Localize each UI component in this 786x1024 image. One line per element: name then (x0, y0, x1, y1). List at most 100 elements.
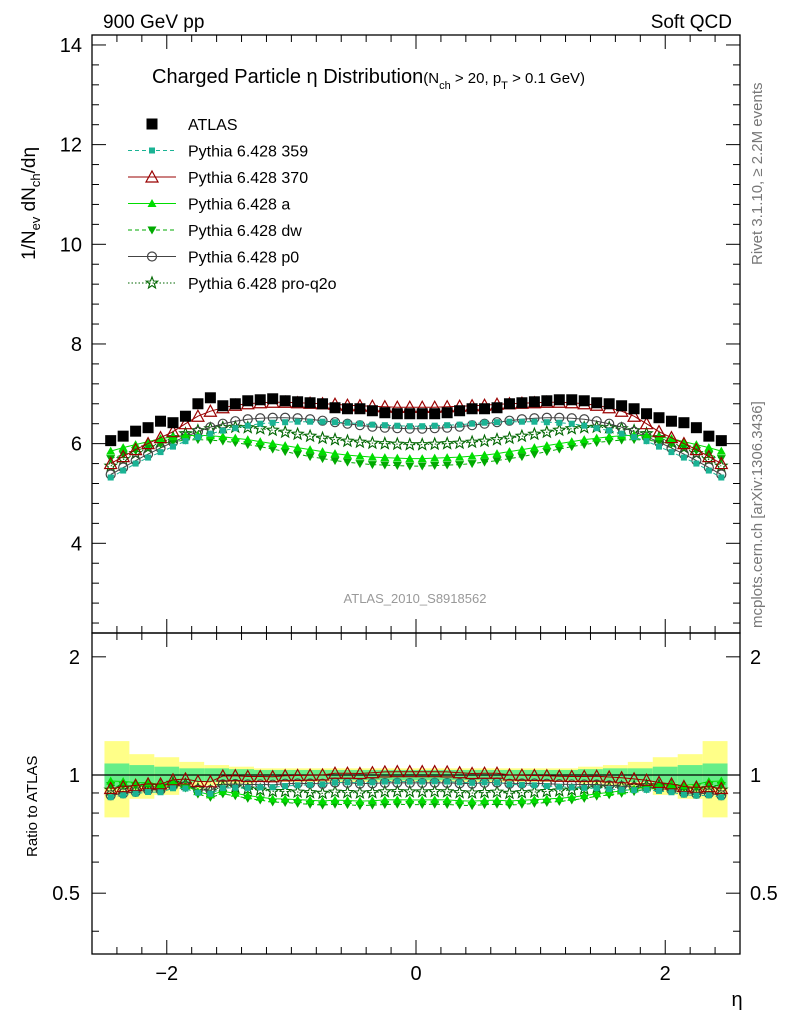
ratio-point-p359 (307, 781, 314, 788)
point-p370 (190, 408, 205, 422)
point-atlas (130, 425, 142, 437)
ratio-point-p370 (614, 770, 629, 784)
ratio-point-pq2o (489, 784, 505, 799)
plot-title-cond: (N (423, 70, 439, 87)
point-pq2o (564, 421, 579, 435)
ratio-point-pq2o (402, 784, 417, 798)
point-atlas (292, 396, 304, 408)
ratio-point-pa (480, 795, 490, 804)
ratio-point-pq2o (527, 784, 542, 799)
ratio-point-p359 (668, 789, 675, 796)
point-pdw (691, 447, 701, 456)
point-pq2o (539, 424, 555, 439)
point-atlas (641, 408, 653, 420)
ratio-point-pa (405, 795, 415, 804)
point-pa (604, 432, 614, 441)
ratio-point-p370 (639, 773, 654, 786)
ratio-point-p370 (153, 776, 168, 790)
point-pdw (118, 451, 128, 460)
ratio-point-p359 (481, 779, 488, 786)
point-pdw (293, 450, 303, 459)
ratio-point-pq2o (464, 785, 480, 800)
series-line-pp0 (110, 417, 722, 475)
point-pq2o (552, 422, 567, 437)
ratio-point-p370 (664, 776, 679, 790)
point-pa (579, 435, 589, 444)
point-p359 (182, 438, 189, 445)
ratio-point-p359 (269, 784, 276, 791)
ratio-point-p370 (128, 778, 143, 792)
point-p359 (668, 449, 675, 456)
ratio-point-p359 (456, 779, 463, 786)
point-p370 (701, 449, 716, 463)
ratio-point-pq2o (377, 784, 393, 798)
point-p370 (689, 442, 704, 456)
side-text-mcplots: mcplots.cern.ch [arXiv:1306.3436] (749, 401, 766, 628)
point-p359 (581, 422, 588, 429)
point-pdw (131, 447, 141, 456)
ratio-point-pa (529, 795, 539, 804)
ratio-point-p370 (552, 768, 567, 782)
ratio-point-pp0 (429, 777, 440, 788)
ratio-point-p359 (531, 782, 538, 789)
point-pa (679, 437, 689, 446)
point-p359 (369, 421, 376, 428)
ratio-point-pq2o (415, 784, 430, 798)
ratio-point-p370 (390, 764, 405, 778)
main-plot-layer: 4 6 8 10 12 14 (60, 35, 741, 633)
ratio-point-pq2o (477, 784, 492, 799)
point-atlas (703, 430, 715, 442)
point-atlas (366, 405, 378, 417)
ratio-point-pp0 (392, 777, 403, 788)
point-atlas (379, 407, 391, 419)
point-pdw (704, 451, 714, 460)
point-p359 (294, 418, 301, 425)
point-pa (405, 454, 415, 463)
ratio-point-p359 (132, 790, 139, 797)
ratio-point-p359 (693, 792, 700, 799)
point-p359 (444, 422, 451, 429)
ratio-point-p359 (581, 784, 588, 791)
ratio-point-p359 (319, 781, 326, 788)
point-pa (180, 431, 190, 440)
ratio-point-pq2o (390, 783, 405, 798)
ratio-point-p359 (680, 791, 687, 798)
point-atlas (391, 408, 403, 420)
ratio-point-p370 (253, 769, 268, 783)
ratio-point-p370 (577, 769, 592, 783)
ratio-point-pa (579, 791, 589, 800)
point-p359 (232, 425, 239, 432)
point-atlas (441, 407, 453, 419)
point-atlas (591, 397, 603, 409)
ratio-line-pp0 (110, 781, 722, 796)
ratio-point-p359 (356, 779, 363, 786)
point-pa (305, 445, 315, 454)
point-pq2o (439, 435, 455, 450)
point-atlas (242, 395, 254, 407)
header-right: Soft QCD (651, 12, 732, 33)
ratio-point-pq2o (502, 785, 517, 800)
ratio-point-p359 (606, 786, 613, 793)
point-atlas (204, 392, 216, 404)
point-p359 (170, 443, 176, 450)
point-pq2o (352, 434, 368, 449)
point-pdw (455, 461, 465, 470)
ratio-point-pp0 (379, 777, 390, 789)
point-atlas (341, 403, 353, 415)
ratio-point-pa (430, 795, 440, 804)
y-tick-label: 8 (71, 334, 82, 356)
point-pa (504, 447, 514, 456)
point-pq2o (390, 436, 405, 451)
point-atlas (117, 430, 129, 442)
ratio-point-pq2o (352, 785, 368, 800)
legend-marker-p359 (149, 147, 155, 154)
point-pdw (492, 457, 502, 466)
point-p359 (693, 460, 700, 467)
ratio-point-p370 (651, 775, 667, 789)
ratio-point-p359 (593, 785, 600, 792)
plot-title-sub1: ch (439, 80, 451, 92)
point-pq2o (464, 434, 480, 449)
watermark: ATLAS_2010_S8918562 (344, 591, 487, 606)
ratio-point-p359 (618, 786, 625, 793)
ratio-point-pq2o (290, 784, 305, 799)
